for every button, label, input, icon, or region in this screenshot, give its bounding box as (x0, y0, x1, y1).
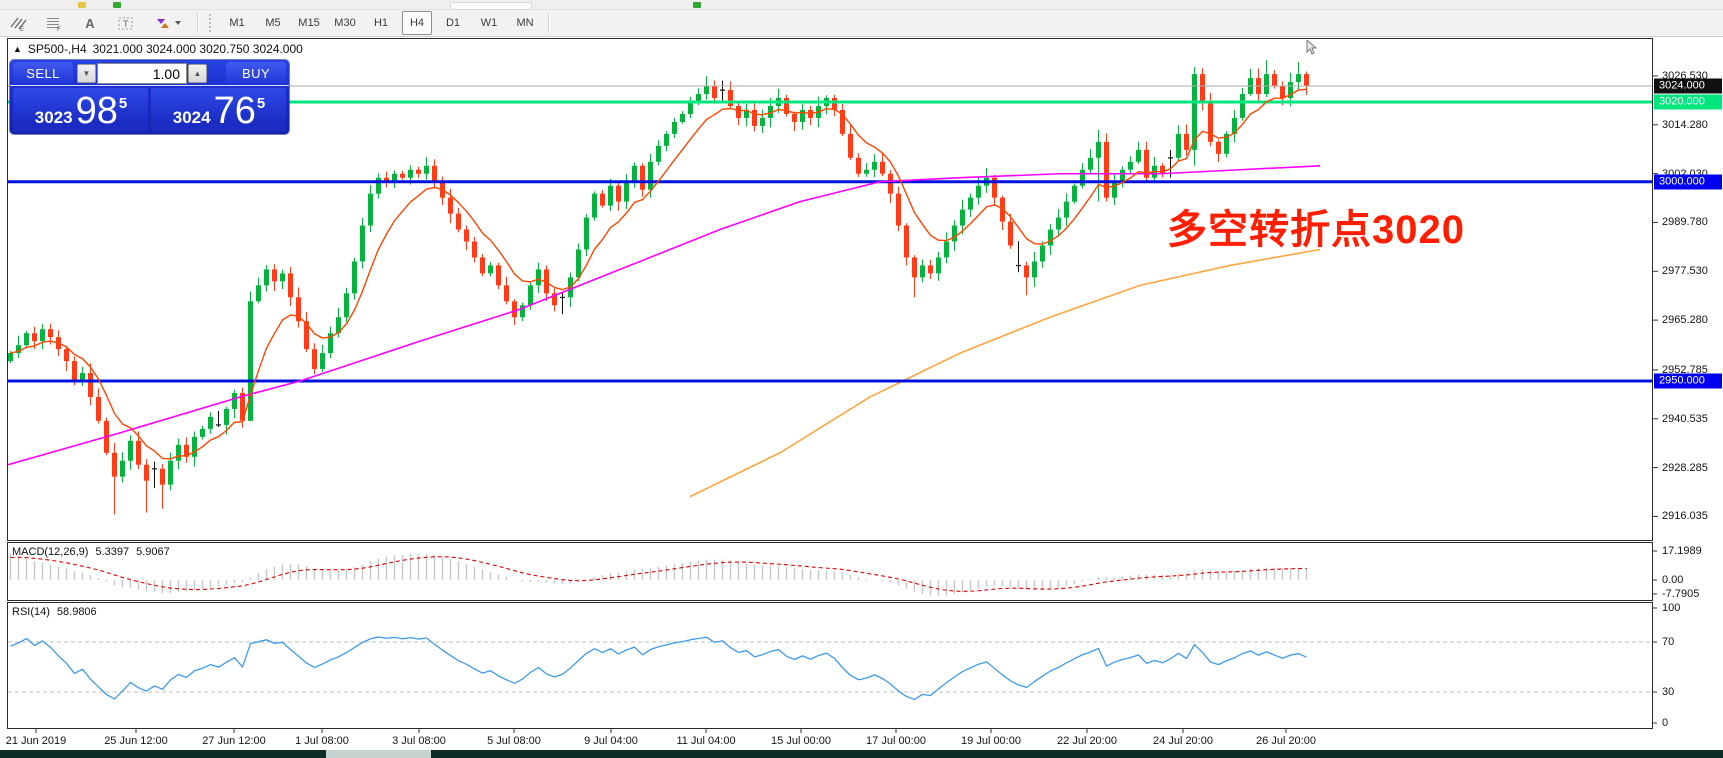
toolbar: E F A T M1 M5 M15 M30 H1 H4 D1 W1 MN (0, 10, 1723, 37)
price-tick-label: 2940.535 (1662, 412, 1708, 425)
buy-price-big: 76 (213, 90, 256, 132)
dropdown-caret-icon (175, 20, 181, 25)
grid-tool-icon[interactable]: F (39, 11, 69, 35)
macd-value-main: 5.3397 (95, 546, 130, 558)
timeframe-button-M1[interactable]: M1 (229, 17, 245, 29)
rsi-title: RSI(14) (12, 606, 50, 618)
date-label: 22 Jul 20:00 (1057, 735, 1117, 747)
macd-header: MACD(12,26,9) 5.3397 5.9067 (12, 546, 170, 558)
price-tick-label: 2916.035 (1662, 510, 1708, 523)
color-levels-icon[interactable] (147, 11, 189, 35)
price-badge-3000.000: 3000.000 (1654, 174, 1722, 190)
rsi-header: RSI(14) 58.9806 (12, 606, 97, 618)
price-tick-label: 2928.285 (1662, 461, 1708, 474)
trend-annotation: 多空转折点3020 (1167, 208, 1465, 252)
timeframe-button-M15[interactable]: M15 (298, 17, 320, 29)
text-a-icon[interactable]: A (85, 15, 95, 31)
date-label: 24 Jul 20:00 (1153, 735, 1213, 747)
price-badge-3020.000: 3020.000 (1654, 94, 1722, 110)
buy-price-sup: 5 (256, 95, 266, 112)
price-tick-label: 2977.530 (1662, 265, 1708, 278)
text-box-icon[interactable]: T (111, 11, 141, 35)
timeframe-button-H1[interactable]: H1 (373, 17, 389, 29)
toolbar-separator-2 (548, 13, 550, 33)
bottom-bar-sliver (0, 750, 1723, 758)
date-label: 11 Jul 04:00 (676, 735, 736, 747)
timeframe-button-H4[interactable]: H4 (402, 11, 432, 35)
price-badge-2950.000: 2950.000 (1654, 373, 1722, 389)
date-label: 3 Jul 08:00 (392, 735, 446, 747)
date-label: 27 Jun 12:00 (202, 735, 266, 747)
symbol-name: SP500-,H4 (27, 42, 87, 56)
sliver-field (450, 2, 532, 10)
sell-price-sup: 5 (118, 95, 128, 112)
timeframe-button-M5[interactable]: M5 (265, 17, 281, 29)
sell-price-small: 3023 (34, 108, 73, 127)
macd-title: MACD(12,26,9) (12, 546, 89, 558)
volume-input[interactable] (97, 63, 187, 84)
date-label: 25 Jun 12:00 (104, 735, 168, 747)
indicator-axis-label: 0 (1662, 717, 1669, 729)
one-click-trade-panel: SELL ▼ ▲ BUY 3023 98 5 3024 76 5 (10, 60, 289, 134)
price-tick-label: 2965.280 (1662, 314, 1708, 327)
sell-button[interactable]: SELL (13, 62, 73, 84)
timeframe-button-M30[interactable]: M30 (334, 17, 356, 29)
price-tick-label: 2952.785 (1662, 363, 1708, 376)
bottom-bar-gap (326, 750, 431, 758)
mouse-cursor-icon (1306, 40, 1318, 55)
top-toolbar-sliver (0, 0, 1723, 10)
indicator-axis-label: 30 (1662, 686, 1675, 698)
svg-text:F: F (57, 27, 61, 31)
indicator-axis-label: 70 (1662, 636, 1675, 648)
date-label: 15 Jul 00:00 (771, 735, 831, 747)
sliver-green-icon (113, 2, 121, 8)
price-tick-label: 2989.780 (1662, 216, 1708, 229)
symbol-title: ▲ SP500-,H4 3021.000 3024.000 3020.750 3… (13, 42, 303, 56)
price-tick-label: 3014.280 (1662, 118, 1708, 131)
buy-price-small: 3024 (172, 108, 211, 127)
sliver-green-icon-2 (693, 2, 701, 8)
indicator-axis-label: -7.7905 (1662, 588, 1700, 600)
collapse-arrow-icon[interactable]: ▲ (13, 44, 22, 54)
indicator-axis-label: 17.1989 (1662, 545, 1702, 557)
date-label: 17 Jul 00:00 (866, 735, 926, 747)
date-label: 26 Jul 20:00 (1256, 735, 1316, 747)
date-label: 9 Jul 04:00 (584, 735, 638, 747)
volume-down-button[interactable]: ▼ (77, 64, 96, 83)
volume-up-button[interactable]: ▲ (188, 64, 207, 83)
date-label: 5 Jul 08:00 (487, 735, 541, 747)
timeframe-button-MN[interactable]: MN (516, 17, 534, 29)
svg-text:E: E (20, 27, 24, 31)
toolbar-separator (197, 13, 199, 33)
date-label: 1 Jul 08:00 (295, 735, 349, 747)
price-badge-3024.000: 3024.000 (1654, 78, 1722, 94)
sell-price-big: 98 (75, 90, 118, 132)
svg-text:T: T (123, 19, 129, 29)
date-label: 21 Jun 2019 (5, 735, 67, 747)
timeframe-button-W1[interactable]: W1 (480, 17, 498, 29)
date-label: 19 Jul 00:00 (961, 735, 1021, 747)
toolbar-grip[interactable] (209, 14, 214, 32)
rsi-area[interactable] (7, 602, 1653, 729)
buy-price-display[interactable]: 3024 76 5 (151, 88, 286, 132)
symbol-ohlc: 3021.000 3024.000 3020.750 3024.000 (92, 42, 303, 56)
sliver-yellow-icon (78, 2, 86, 8)
timeframe-button-D1[interactable]: D1 (445, 17, 461, 29)
trade-panel-row1: SELL ▼ ▲ BUY (10, 60, 289, 86)
indicator-axis-label: 100 (1662, 602, 1681, 614)
sell-price-display[interactable]: 3023 98 5 (13, 88, 148, 132)
indicator-axis-label: 0.00 (1662, 574, 1684, 586)
hatch-tool-icon[interactable]: E (3, 11, 33, 35)
buy-button[interactable]: BUY (226, 62, 286, 84)
macd-area[interactable] (7, 542, 1653, 601)
rsi-value: 58.9806 (56, 606, 97, 618)
macd-value-signal: 5.9067 (136, 546, 170, 558)
